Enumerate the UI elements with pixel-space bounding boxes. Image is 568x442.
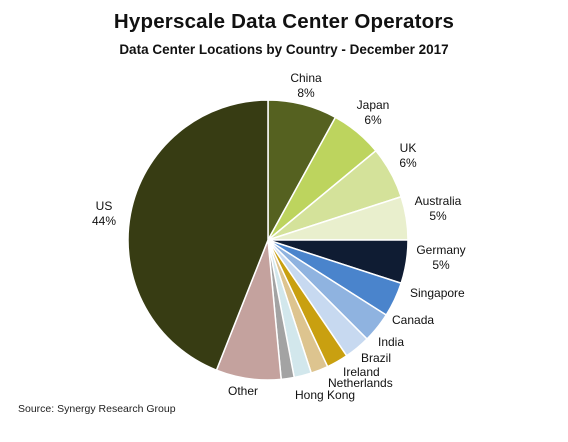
slice-label-hong-kong: Hong Kong [295, 388, 355, 402]
source-note: Source: Synergy Research Group [18, 403, 176, 415]
slice-label-china: China [290, 71, 322, 85]
slice-label-singapore: Singapore [410, 286, 465, 300]
chart-title: Hyperscale Data Center Operators [113, 10, 455, 33]
slice-value-australia: 5% [429, 209, 447, 223]
slice-value-japan: 6% [364, 113, 382, 127]
slice-value-germany: 5% [432, 258, 450, 272]
slice-value-uk: 6% [399, 156, 417, 170]
chart-subtitle: Data Center Locations by Country - Decem… [119, 42, 449, 57]
slice-label-ireland: Ireland [343, 365, 380, 379]
slice-label-canada: Canada [392, 313, 434, 327]
slice-label-australia: Australia [415, 194, 462, 208]
slice-label-germany: Germany [416, 243, 465, 257]
slice-label-japan: Japan [357, 98, 390, 112]
slice-label-uk: UK [400, 141, 417, 155]
slice-label-other: Other [228, 384, 258, 398]
slice-label-us: US [96, 199, 113, 213]
slice-label-india: India [378, 335, 404, 349]
pie-slice-us [127, 99, 269, 372]
slice-label-brazil: Brazil [361, 351, 391, 365]
slice-value-china: 8% [297, 86, 315, 100]
slice-value-us: 44% [92, 214, 116, 228]
slice-label-netherlands: Netherlands [328, 376, 393, 390]
